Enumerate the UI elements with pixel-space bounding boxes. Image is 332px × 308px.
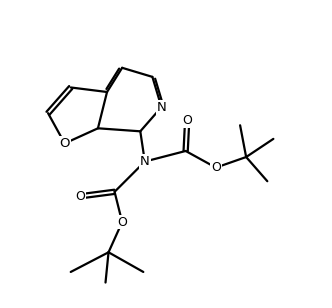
Text: O: O xyxy=(211,161,221,174)
Text: O: O xyxy=(117,216,127,229)
Text: O: O xyxy=(182,114,192,127)
Text: O: O xyxy=(75,190,85,203)
Text: N: N xyxy=(157,101,166,114)
Text: O: O xyxy=(59,137,70,150)
Text: N: N xyxy=(140,155,150,168)
